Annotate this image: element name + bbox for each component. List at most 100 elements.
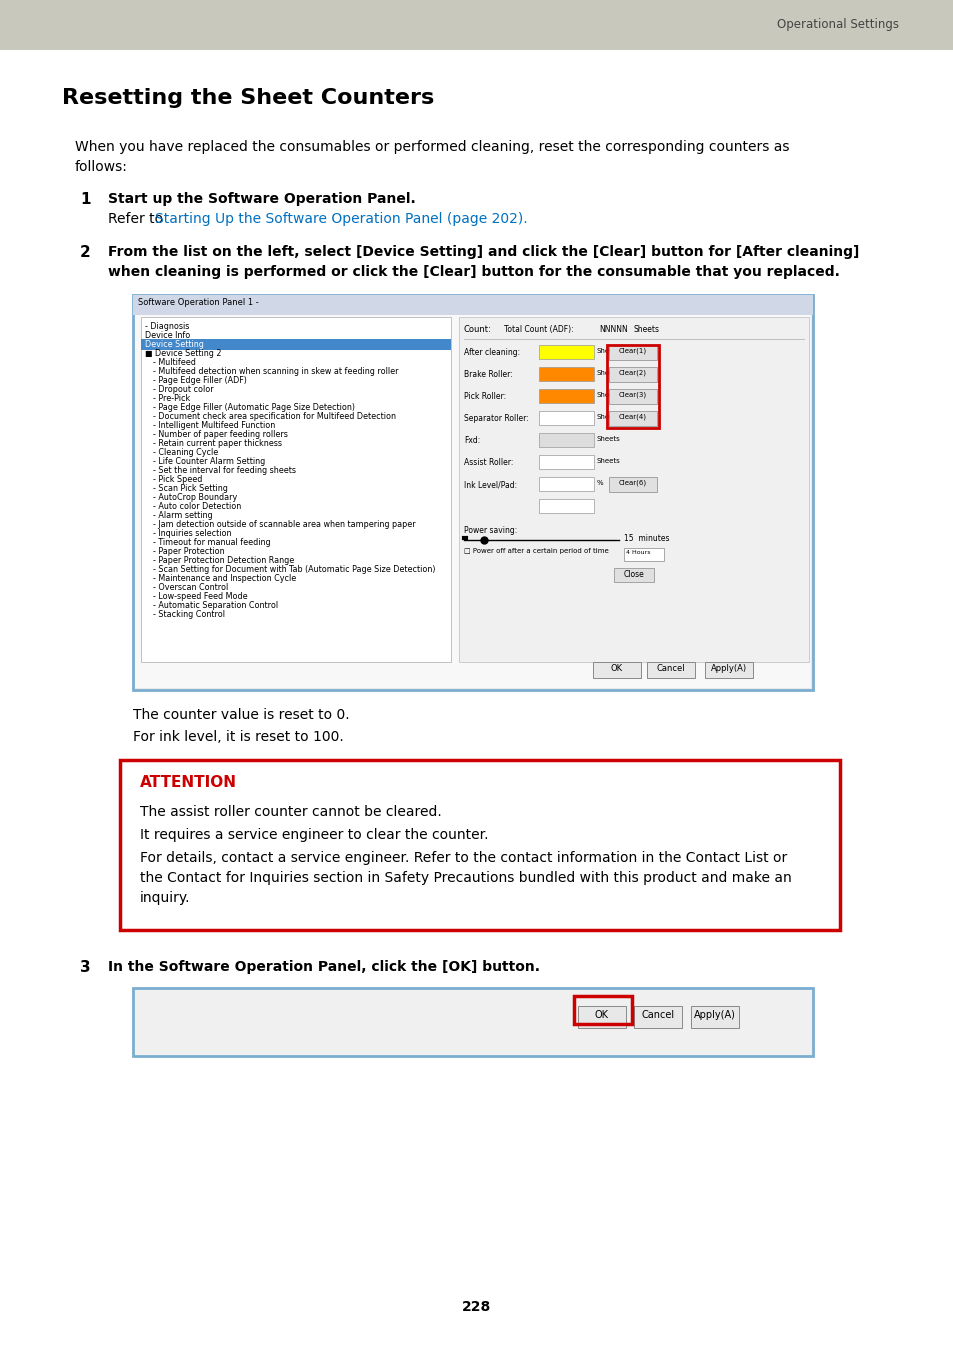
Text: the Contact for Inquiries section in Safety Precautions bundled with this produc: the Contact for Inquiries section in Saf… bbox=[140, 871, 791, 886]
Bar bbox=[608, 367, 657, 382]
Text: - Automatic Separation Control: - Automatic Separation Control bbox=[152, 601, 278, 610]
Text: The counter value is reset to 0.: The counter value is reset to 0. bbox=[132, 707, 349, 722]
Text: Assist Roller:: Assist Roller: bbox=[463, 458, 513, 467]
Text: - Dropout color: - Dropout color bbox=[152, 385, 213, 394]
Text: - Retain current paper thickness: - Retain current paper thickness bbox=[152, 439, 282, 448]
Text: It requires a service engineer to clear the counter.: It requires a service engineer to clear … bbox=[140, 828, 488, 842]
Bar bbox=[608, 477, 657, 491]
Text: For ink level, it is reset to 100.: For ink level, it is reset to 100. bbox=[132, 730, 343, 744]
Text: Resetting the Sheet Counters: Resetting the Sheet Counters bbox=[62, 88, 434, 108]
Text: 228: 228 bbox=[462, 1300, 491, 1314]
Text: - Paper Protection Detection Range: - Paper Protection Detection Range bbox=[152, 556, 294, 566]
Text: - Set the interval for feeding sheets: - Set the interval for feeding sheets bbox=[152, 466, 295, 475]
Bar bbox=[135, 315, 810, 688]
Bar bbox=[538, 389, 594, 404]
Text: Pick Roller:: Pick Roller: bbox=[463, 392, 506, 401]
Text: - Page Edge Filler (ADF): - Page Edge Filler (ADF) bbox=[152, 377, 247, 385]
Text: - Intelligent Multifeed Function: - Intelligent Multifeed Function bbox=[152, 421, 275, 431]
Text: - Jam detection outside of scannable area when tampering paper: - Jam detection outside of scannable are… bbox=[152, 520, 416, 529]
Bar bbox=[646, 662, 695, 678]
Text: The assist roller counter cannot be cleared.: The assist roller counter cannot be clea… bbox=[140, 805, 441, 819]
Text: Software Operation Panel 1 -: Software Operation Panel 1 - bbox=[138, 298, 258, 306]
Text: - Page Edge Filler (Automatic Page Size Detection): - Page Edge Filler (Automatic Page Size … bbox=[152, 404, 355, 412]
Bar bbox=[538, 367, 594, 381]
Text: - Low-speed Feed Mode: - Low-speed Feed Mode bbox=[152, 593, 248, 601]
Text: Operational Settings: Operational Settings bbox=[776, 18, 898, 31]
Bar bbox=[634, 1006, 681, 1027]
Bar bbox=[132, 296, 812, 315]
Bar bbox=[141, 317, 451, 662]
Bar bbox=[614, 568, 654, 582]
Text: Close: Close bbox=[623, 570, 643, 579]
Text: After cleaning:: After cleaning: bbox=[463, 348, 519, 356]
Text: %: % bbox=[597, 481, 603, 486]
Bar bbox=[704, 662, 752, 678]
Text: Sheets: Sheets bbox=[597, 370, 620, 377]
Text: - Pre-Pick: - Pre-Pick bbox=[152, 394, 190, 404]
Text: Total Count (ADF):: Total Count (ADF): bbox=[503, 325, 573, 333]
Text: - Scan Pick Setting: - Scan Pick Setting bbox=[152, 485, 228, 493]
Text: Clear(2): Clear(2) bbox=[618, 370, 646, 377]
Text: Apply(A): Apply(A) bbox=[694, 1010, 735, 1021]
Bar bbox=[538, 410, 594, 425]
Text: Cancel: Cancel bbox=[656, 664, 684, 674]
Text: When you have replaced the consumables or performed cleaning, reset the correspo: When you have replaced the consumables o… bbox=[75, 140, 789, 154]
Bar bbox=[608, 346, 657, 360]
Text: 1: 1 bbox=[80, 192, 91, 207]
Text: Sheets: Sheets bbox=[597, 436, 620, 441]
Text: Sheets: Sheets bbox=[597, 458, 620, 464]
Text: - Inquiries selection: - Inquiries selection bbox=[152, 529, 232, 539]
Text: - Timeout for manual feeding: - Timeout for manual feeding bbox=[152, 539, 271, 547]
Text: Separator Roller:: Separator Roller: bbox=[463, 414, 528, 423]
Bar bbox=[120, 760, 840, 930]
Bar bbox=[141, 339, 451, 350]
Text: - Multifeed detection when scanning in skew at feeding roller: - Multifeed detection when scanning in s… bbox=[152, 367, 398, 377]
Text: Sheets: Sheets bbox=[634, 325, 659, 333]
Text: inquiry.: inquiry. bbox=[140, 891, 191, 904]
Text: From the list on the left, select [Device Setting] and click the [Clear] button : From the list on the left, select [Devic… bbox=[108, 244, 859, 259]
Bar bbox=[623, 548, 663, 562]
Bar bbox=[458, 317, 808, 662]
Bar bbox=[538, 455, 594, 468]
Text: - Scan Setting for Document with Tab (Automatic Page Size Detection): - Scan Setting for Document with Tab (Au… bbox=[152, 566, 435, 574]
Text: Clear(3): Clear(3) bbox=[618, 392, 646, 398]
Text: Device Info: Device Info bbox=[145, 331, 190, 340]
Text: OK: OK bbox=[595, 1010, 608, 1021]
Text: - Diagnosis: - Diagnosis bbox=[145, 323, 190, 331]
Bar bbox=[578, 1006, 625, 1027]
Bar bbox=[606, 346, 659, 428]
Text: Clear(1): Clear(1) bbox=[618, 348, 646, 355]
Text: - Pick Speed: - Pick Speed bbox=[152, 475, 202, 485]
Text: - Document check area specification for Multifeed Detection: - Document check area specification for … bbox=[152, 412, 395, 421]
Text: Apply(A): Apply(A) bbox=[710, 664, 746, 674]
Text: Start up the Software Operation Panel.: Start up the Software Operation Panel. bbox=[108, 192, 416, 207]
Text: follows:: follows: bbox=[75, 161, 128, 174]
Text: For details, contact a service engineer. Refer to the contact information in the: For details, contact a service engineer.… bbox=[140, 850, 786, 865]
Bar bbox=[574, 996, 631, 1025]
Text: - Maintenance and Inspection Cycle: - Maintenance and Inspection Cycle bbox=[152, 574, 296, 583]
Text: □ Power off after a certain period of time: □ Power off after a certain period of ti… bbox=[463, 548, 608, 554]
Text: when cleaning is performed or click the [Clear] button for the consumable that y: when cleaning is performed or click the … bbox=[108, 265, 839, 279]
Text: - AutoCrop Boundary: - AutoCrop Boundary bbox=[152, 493, 237, 502]
Text: Cancel: Cancel bbox=[640, 1010, 674, 1021]
Bar bbox=[538, 346, 594, 359]
Text: - Cleaning Cycle: - Cleaning Cycle bbox=[152, 448, 218, 458]
Text: Clear(4): Clear(4) bbox=[618, 414, 646, 420]
Text: Sheets: Sheets bbox=[597, 348, 620, 354]
Text: Starting Up the Software Operation Panel (page 202).: Starting Up the Software Operation Panel… bbox=[154, 212, 527, 225]
Text: ATTENTION: ATTENTION bbox=[140, 775, 236, 790]
Bar bbox=[538, 500, 594, 513]
Text: - Number of paper feeding rollers: - Number of paper feeding rollers bbox=[152, 431, 288, 439]
Text: 3: 3 bbox=[80, 960, 91, 975]
Text: - Auto color Detection: - Auto color Detection bbox=[152, 502, 241, 512]
Text: - Life Counter Alarm Setting: - Life Counter Alarm Setting bbox=[152, 458, 265, 466]
Text: 4 Hours: 4 Hours bbox=[625, 549, 650, 555]
Text: Ink Level/Pad:: Ink Level/Pad: bbox=[463, 481, 517, 489]
Text: Sheets: Sheets bbox=[597, 414, 620, 420]
Bar bbox=[538, 433, 594, 447]
Text: - Multifeed: - Multifeed bbox=[152, 358, 195, 367]
Text: - Paper Protection: - Paper Protection bbox=[152, 547, 224, 556]
Text: Brake Roller:: Brake Roller: bbox=[463, 370, 512, 379]
Text: NNNNN: NNNNN bbox=[598, 325, 627, 333]
Bar bbox=[132, 296, 812, 690]
